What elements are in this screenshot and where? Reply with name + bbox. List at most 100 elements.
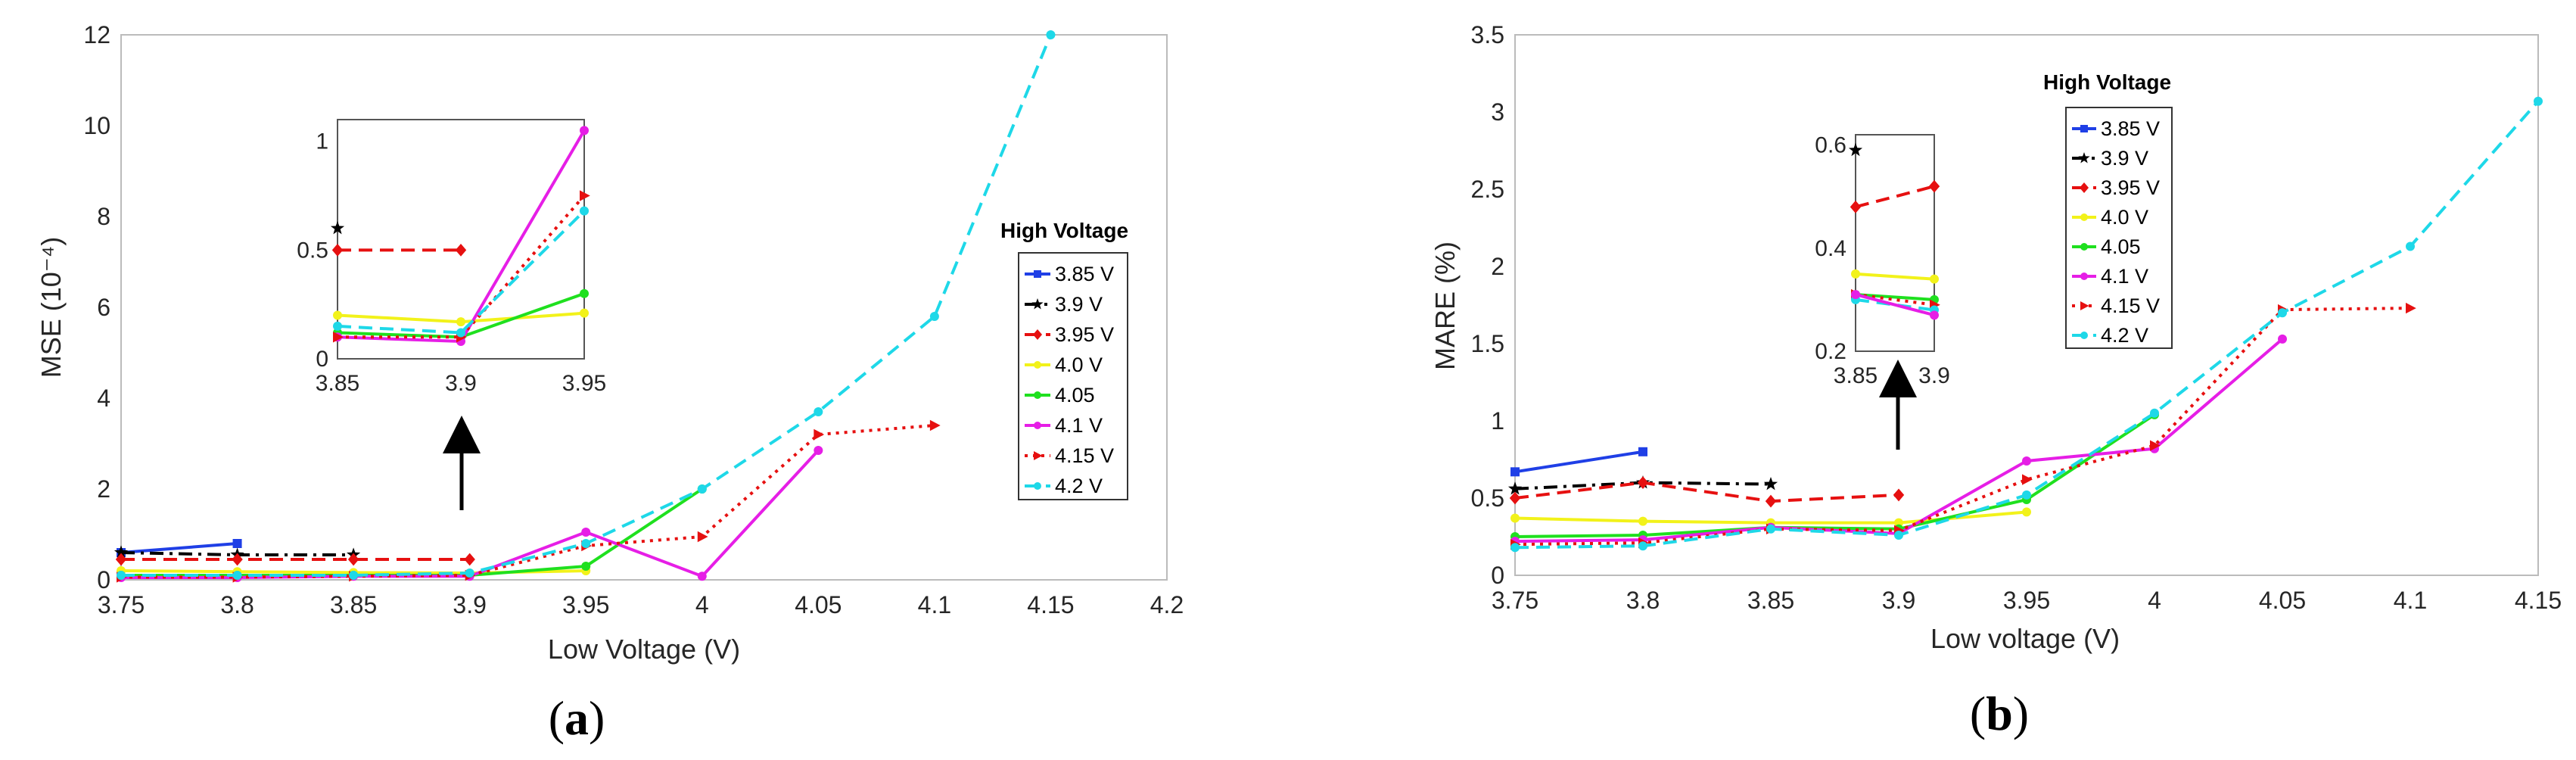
legend-marker-4-05	[2080, 243, 2088, 251]
data-point-4-2-v	[1638, 541, 1647, 551]
series-line-4-15-v	[1514, 307, 2411, 547]
panel-a-x-axis-label: Low Voltage (V)	[548, 634, 740, 665]
x-tick-label: 3.9	[453, 591, 486, 618]
inset-data-point-4-1-v	[1930, 310, 1939, 320]
legend-label-3-85-v: 3.85 V	[1055, 263, 1114, 285]
panel-a-x-tick-labels: 3.75 3.8 3.85 3.9 3.95 4 4.05 4.1 4.15 4.2	[98, 591, 1184, 618]
data-point-4-1-v	[697, 572, 707, 581]
inset-data-point-3-9-v	[1848, 142, 1863, 157]
inset-data-point-3-95-v	[455, 243, 467, 257]
data-point-3-9-v	[1763, 477, 1778, 491]
y-tick-label: 1	[1491, 407, 1504, 435]
data-point-3-95-v	[1893, 488, 1905, 502]
data-point-4-2-v	[581, 539, 591, 548]
legend-label-3-95-v: 3.95 V	[2101, 176, 2160, 199]
legend-marker-4-1-v	[1034, 422, 1041, 429]
data-point-4-15-v	[697, 531, 708, 543]
legend-label-4-05: 4.05	[1055, 384, 1095, 406]
legend-marker-3-95-v	[1033, 329, 1042, 340]
legend-label-4-2-v: 4.2 V	[2101, 324, 2148, 347]
legend-marker-3-9-v	[2078, 152, 2090, 164]
panel-b-caption: (b)	[1970, 687, 2029, 740]
data-point-4-2-v	[1046, 30, 1056, 39]
x-tick-label: 4	[2148, 587, 2161, 614]
legend-label-3-9-v: 3.9 V	[1055, 293, 1103, 316]
inset-series-line-4-1-v	[1855, 293, 1935, 317]
legend-label-4-1-v: 4.1 V	[2101, 265, 2148, 288]
inset-data-point-4-1-v	[1851, 290, 1860, 300]
panel-a-caption: (a)	[549, 691, 605, 745]
data-point-4-0-v	[2022, 507, 2031, 517]
legend-marker-3-95-v	[2080, 182, 2089, 193]
x-tick-label: 3.85	[1747, 587, 1794, 614]
legend-marker-4-05	[1034, 391, 1041, 399]
legend-label-3-85-v: 3.85 V	[2101, 117, 2160, 140]
panel-a-series	[114, 30, 1056, 583]
legend-marker-4-0-v	[2080, 213, 2088, 221]
inset-data-point-4-05	[580, 288, 589, 298]
data-point-4-2-v	[1766, 524, 1775, 534]
legend-label-4-15-v: 4.15 V	[2101, 294, 2160, 317]
x-tick-label: 3.9	[1882, 587, 1915, 614]
legend-marker-4-1-v	[2080, 273, 2088, 280]
inset-x-tick-label: 3.85	[316, 371, 359, 396]
legend-marker-3-85-v	[2080, 125, 2088, 132]
inset-y-tick-label: 0.5	[297, 238, 328, 263]
inset-series-line-4-05	[1855, 293, 1935, 301]
y-tick-label: 3.5	[1471, 21, 1504, 48]
inset-data-point-3-95-v	[1928, 179, 1940, 193]
legend-label-3-95-v: 3.95 V	[1055, 323, 1114, 346]
inset-data-point-4-0-v	[456, 317, 465, 327]
panel-b-inset-frame	[1855, 134, 1935, 352]
inset-y-tick-label: 0	[316, 347, 328, 372]
panel-b-y-tick-labels: 0 0.5 1 1.5 2 2.5 3 3.5	[1471, 21, 1504, 589]
data-point-4-15-v	[929, 419, 941, 431]
data-point-4-1-v	[2022, 456, 2031, 466]
inset-y-tick-label: 1	[316, 129, 328, 154]
panel-b-legend: 3.85 V 3.9 V 3.95 V 4.0 V 4.05 4.1 V 4.15 V 4.2…	[2072, 117, 2160, 347]
data-point-4-15-v	[814, 428, 825, 441]
data-point-4-2-v	[465, 568, 474, 578]
inset-data-point-4-2-v	[333, 321, 342, 331]
inset-series-line-3-95-v	[1855, 185, 1935, 209]
data-point-4-15-v	[2022, 474, 2033, 485]
panel-b-x-tick-labels: 3.75 3.8 3.85 3.9 3.95 4 4.05 4.1 4.15	[1492, 587, 2562, 614]
panel-a-plot-frame	[120, 34, 1168, 581]
panel-a-y-axis-label: MSE (10⁻⁴)	[36, 237, 67, 378]
y-tick-label: 6	[97, 294, 110, 321]
panel-a-inset-y-ticks: 00.51	[297, 129, 328, 372]
legend-label-4-0-v: 4.0 V	[2101, 206, 2148, 229]
y-tick-label: 0.5	[1471, 484, 1504, 512]
data-point-4-1-v	[814, 446, 823, 455]
panel-b-inset-y-ticks: 0.2 0.4 0.6	[1815, 133, 1846, 364]
data-point-4-15-v	[2406, 302, 2416, 314]
data-point-3-9-v	[1507, 481, 1523, 495]
series-line-4-05	[1514, 413, 2156, 538]
x-tick-label: 4.15	[1027, 591, 1074, 618]
x-tick-label: 4.15	[2515, 587, 2562, 614]
inset-y-tick-label: 0.4	[1815, 236, 1846, 261]
data-point-3-9-v	[114, 545, 129, 559]
x-tick-label: 4	[695, 591, 709, 618]
data-point-4-2-v	[814, 407, 823, 416]
series-line-4-15-v	[121, 424, 935, 579]
y-tick-label: 2	[1491, 253, 1504, 280]
data-point-3-85-v	[1510, 467, 1520, 477]
data-point-3-95-v	[1637, 476, 1649, 489]
legend-marker-4-2-v	[2080, 332, 2088, 339]
x-tick-label: 4.05	[795, 591, 842, 618]
panel-b-y-axis-label: MARE (%)	[1430, 241, 1461, 370]
data-point-4-0-v	[1510, 513, 1520, 523]
data-point-4-2-v	[117, 571, 126, 580]
data-point-4-2-v	[1510, 543, 1520, 553]
panel-b-legend-title: High Voltage	[2043, 70, 2171, 94]
panel-a-legend-title: High Voltage	[1000, 219, 1128, 242]
series-line-3-85-v	[120, 542, 238, 554]
inset-data-point-4-2-v	[456, 328, 465, 338]
inset-data-point-4-0-v	[1851, 269, 1860, 279]
series-line-3-95-v	[1514, 481, 1899, 503]
legend-label-4-0-v: 4.0 V	[1055, 354, 1103, 376]
legend-label-4-15-v: 4.15 V	[1055, 444, 1114, 467]
x-tick-label: 4.1	[2394, 587, 2427, 614]
